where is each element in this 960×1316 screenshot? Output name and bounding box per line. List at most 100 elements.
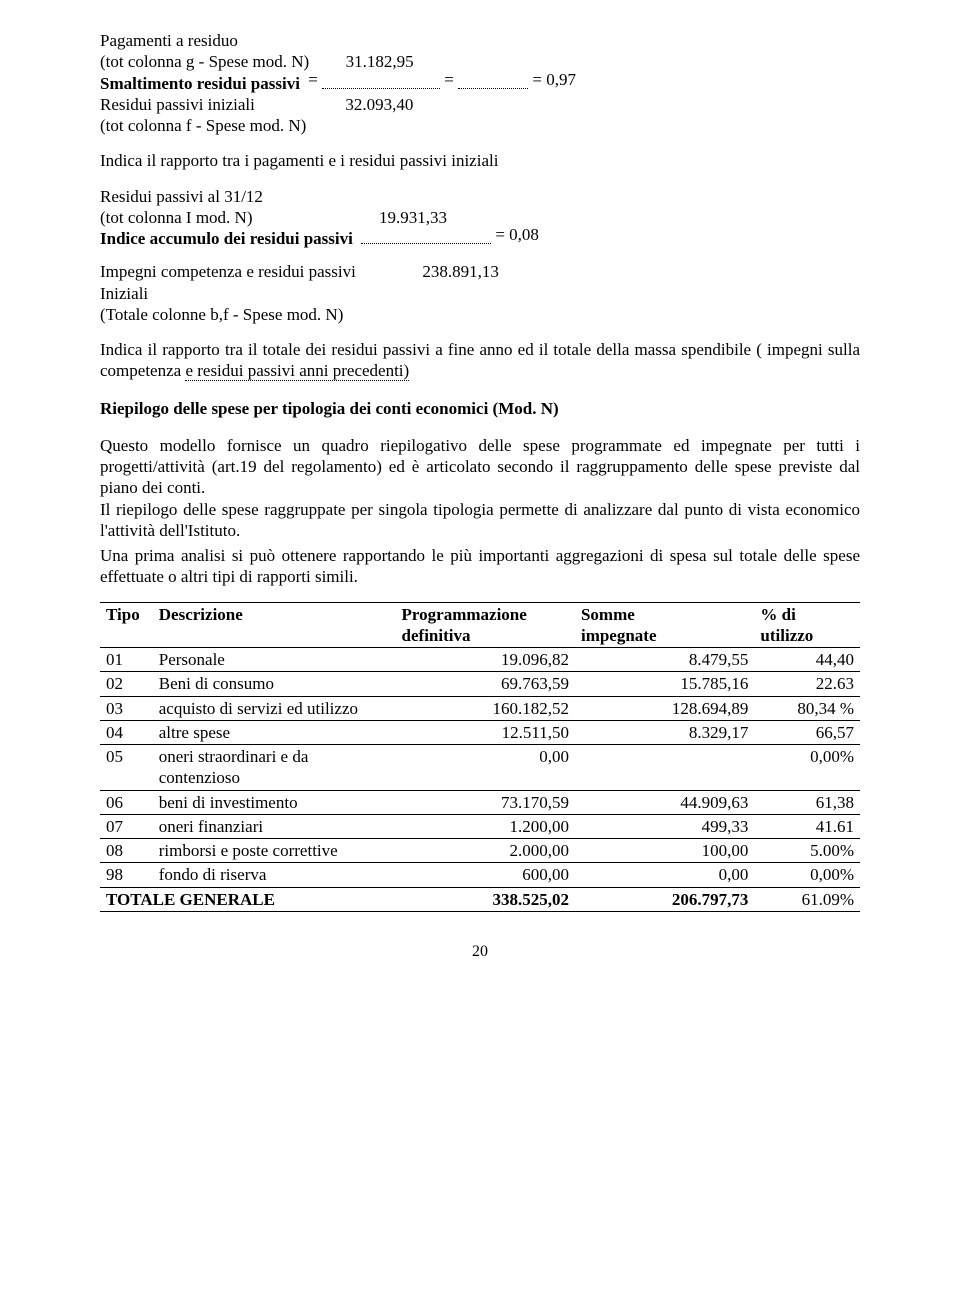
cell-prog: 73.170,59 [396, 790, 575, 814]
th-tipo: Tipo [100, 602, 153, 648]
section-title: Riepilogo delle spese per tipologia dei … [100, 398, 860, 419]
th-somme: Somme impegnate [575, 602, 754, 648]
cell-pct: 0,00% [754, 863, 860, 887]
cell-desc: oneri finanziari [153, 814, 396, 838]
cell-pct: 44,40 [754, 648, 860, 672]
cell-desc: acquisto di servizi ed utilizzo [153, 696, 396, 720]
table-row: 07oneri finanziari1.200,00499,3341.61 [100, 814, 860, 838]
text-line: Iniziali [100, 283, 860, 304]
text-line: (Totale colonne b,f - Spese mod. N) [100, 304, 860, 325]
result: = 0,97 [532, 70, 576, 89]
table-row: 06beni di investimento73.170,5944.909,63… [100, 790, 860, 814]
cell-somme [575, 745, 754, 791]
text-line: Indice accumulo dei residui passivi = 0,… [100, 228, 860, 249]
table-total-row: TOTALE GENERALE338.525,02206.797,7361.09… [100, 887, 860, 911]
cell-somme: 0,00 [575, 863, 754, 887]
cell-desc: Beni di consumo [153, 672, 396, 696]
cell-prog: 12.511,50 [396, 720, 575, 744]
dotted-line [458, 72, 528, 89]
text-line: (tot colonna g - Spese mod. N) 31.182,95 [100, 51, 860, 72]
cell-tipo: 02 [100, 672, 153, 696]
cell-tipo: 04 [100, 720, 153, 744]
cell-tipo: 06 [100, 790, 153, 814]
text-line: (tot colonna I mod. N) 19.931,33 [100, 207, 860, 228]
value: 32.093,40 [345, 95, 413, 114]
cell-pct: 80,34 % [754, 696, 860, 720]
text-line: Smaltimento residui passivi = = = 0,97 [100, 73, 860, 94]
cell-tipo: 07 [100, 814, 153, 838]
cell-total-prog: 338.525,02 [396, 887, 575, 911]
cell-pct: 0,00% [754, 745, 860, 791]
cell-desc: rimborsi e poste correttive [153, 839, 396, 863]
th-programmazione: Programmazione definitiva [396, 602, 575, 648]
table-row: 01Personale19.096,828.479,5544,40 [100, 648, 860, 672]
cell-total-pct: 61.09% [754, 887, 860, 911]
table-row: 98fondo di riserva600,000,000,00% [100, 863, 860, 887]
paragraph: Una prima analisi si può ottenere rappor… [100, 545, 860, 588]
cell-pct: 61,38 [754, 790, 860, 814]
cell-somme: 128.694,89 [575, 696, 754, 720]
dotted-line [322, 72, 440, 89]
spese-table: Tipo Descrizione Programmazione definiti… [100, 602, 860, 912]
cell-prog: 19.096,82 [396, 648, 575, 672]
result: = 0,08 [495, 225, 539, 244]
bold-label: Indice accumulo dei residui passivi [100, 229, 353, 248]
cell-somme: 8.479,55 [575, 648, 754, 672]
text-line: Impegni competenza e residui passivi 238… [100, 261, 860, 282]
ratio-block-2: Residui passivi al 31/12 (tot colonna I … [100, 186, 860, 326]
table-row: 03acquisto di servizi ed utilizzo160.182… [100, 696, 860, 720]
label: (tot colonna g - Spese mod. N) [100, 52, 309, 71]
cell-prog: 2.000,00 [396, 839, 575, 863]
th-utilizzo: % di utilizzo [754, 602, 860, 648]
label: Residui passivi iniziali [100, 95, 255, 114]
cell-desc: oneri straordinari e da contenzioso [153, 745, 396, 791]
cell-prog: 160.182,52 [396, 696, 575, 720]
table-header-row: Tipo Descrizione Programmazione definiti… [100, 602, 860, 648]
cell-pct: 22.63 [754, 672, 860, 696]
cell-prog: 600,00 [396, 863, 575, 887]
cell-desc: beni di investimento [153, 790, 396, 814]
cell-pct: 66,57 [754, 720, 860, 744]
cell-pct: 41.61 [754, 814, 860, 838]
cell-total-label: TOTALE GENERALE [100, 887, 396, 911]
label: (tot colonna I mod. N) [100, 208, 253, 227]
desc-dotted: e residui passivi anni precedenti) [185, 361, 409, 381]
value: 19.931,33 [379, 208, 447, 227]
table-row: 02Beni di consumo69.763,5915.785,1622.63 [100, 672, 860, 696]
table-row: 08rimborsi e poste correttive2.000,00100… [100, 839, 860, 863]
cell-somme: 15.785,16 [575, 672, 754, 696]
text-line: Residui passivi iniziali 32.093,40 [100, 94, 860, 115]
equals: = [308, 70, 318, 89]
cell-somme: 8.329,17 [575, 720, 754, 744]
cell-somme: 44.909,63 [575, 790, 754, 814]
table-row: 05oneri straordinari e da contenzioso0,0… [100, 745, 860, 791]
cell-somme: 499,33 [575, 814, 754, 838]
cell-pct: 5.00% [754, 839, 860, 863]
ratio-block-1: Pagamenti a residuo (tot colonna g - Spe… [100, 30, 860, 136]
text-line: Pagamenti a residuo [100, 30, 860, 51]
text-line: (tot colonna f - Spese mod. N) [100, 115, 860, 136]
th-descrizione: Descrizione [153, 602, 396, 648]
cell-desc: altre spese [153, 720, 396, 744]
value: 238.891,13 [422, 262, 499, 281]
description: Indica il rapporto tra i pagamenti e i r… [100, 150, 860, 171]
cell-tipo: 03 [100, 696, 153, 720]
equals: = [444, 70, 454, 89]
bold-label: Smaltimento residui passivi [100, 74, 300, 93]
text-line: Residui passivi al 31/12 [100, 186, 860, 207]
table-row: 04altre spese12.511,508.329,1766,57 [100, 720, 860, 744]
paragraph: Il riepilogo delle spese raggruppate per… [100, 499, 860, 542]
cell-prog: 69.763,59 [396, 672, 575, 696]
cell-desc: Personale [153, 648, 396, 672]
value: 31.182,95 [346, 52, 414, 71]
cell-total-somme: 206.797,73 [575, 887, 754, 911]
cell-prog: 0,00 [396, 745, 575, 791]
cell-somme: 100,00 [575, 839, 754, 863]
paragraph: Questo modello fornisce un quadro riepil… [100, 435, 860, 499]
dotted-line [361, 227, 491, 244]
cell-tipo: 05 [100, 745, 153, 791]
cell-desc: fondo di riserva [153, 863, 396, 887]
cell-tipo: 01 [100, 648, 153, 672]
cell-prog: 1.200,00 [396, 814, 575, 838]
cell-tipo: 98 [100, 863, 153, 887]
